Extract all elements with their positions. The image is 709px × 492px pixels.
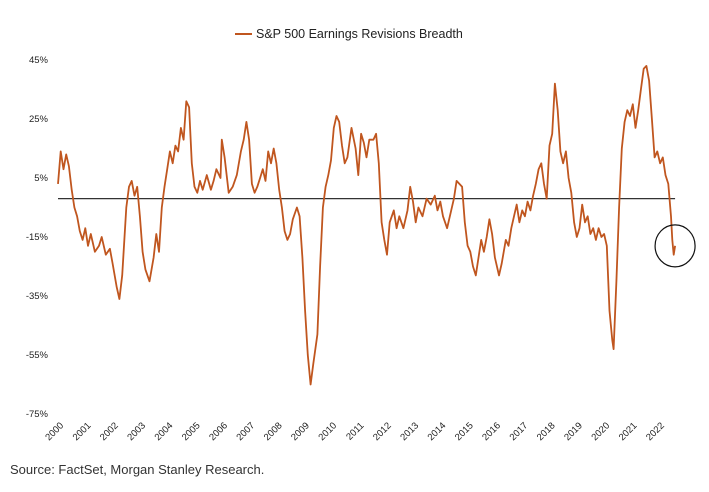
legend-label: S&P 500 Earnings Revisions Breadth: [256, 27, 463, 41]
x-tick-label: 2013: [398, 420, 421, 443]
x-tick-label: 2008: [262, 420, 285, 443]
y-tick-label: -55%: [26, 350, 49, 361]
chart-legend: S&P 500 Earnings Revisions Breadth: [235, 27, 463, 41]
x-tick-label: 2019: [562, 420, 585, 443]
x-tick-label: 2014: [426, 420, 449, 443]
x-tick-label: 2022: [644, 420, 667, 443]
x-tick-label: 2017: [508, 420, 531, 443]
x-tick-label: 2012: [371, 420, 394, 443]
x-tick-label: 2018: [535, 420, 558, 443]
x-tick-label: 2005: [180, 420, 203, 443]
x-tick-label: 2011: [344, 420, 366, 442]
x-tick-label: 2007: [235, 420, 258, 443]
source-note: Source: FactSet, Morgan Stanley Research…: [10, 462, 265, 477]
series-line: [57, 65, 676, 386]
x-tick-label: 2020: [589, 420, 612, 443]
x-tick-label: 2010: [316, 420, 339, 443]
x-tick-label: 2001: [71, 420, 94, 443]
x-tick-label: 2003: [125, 420, 148, 443]
x-tick-label: 2004: [153, 420, 176, 443]
annotation-circle: [654, 224, 696, 268]
x-tick-label: 2021: [617, 420, 640, 443]
x-tick-label: 2006: [207, 420, 230, 443]
x-tick-label: 2016: [480, 420, 503, 443]
y-axis: 45% 25% 5% -15% -35% -55% -75%: [26, 55, 49, 420]
y-tick-label: 45%: [29, 55, 49, 66]
y-tick-label: -15%: [26, 232, 49, 243]
x-tick-label: 2000: [43, 420, 66, 443]
y-tick-label: -75%: [26, 409, 49, 420]
y-tick-label: -35%: [26, 291, 49, 302]
x-tick-label: 2015: [453, 420, 476, 443]
y-tick-label: 25%: [29, 114, 49, 125]
x-axis: 2000 2001 2002 2003 2004 2005 2006 2007 2008 2009…: [43, 420, 666, 443]
x-tick-label: 2009: [289, 420, 312, 443]
x-tick-label: 2002: [98, 420, 121, 443]
y-tick-label: 5%: [34, 173, 48, 184]
